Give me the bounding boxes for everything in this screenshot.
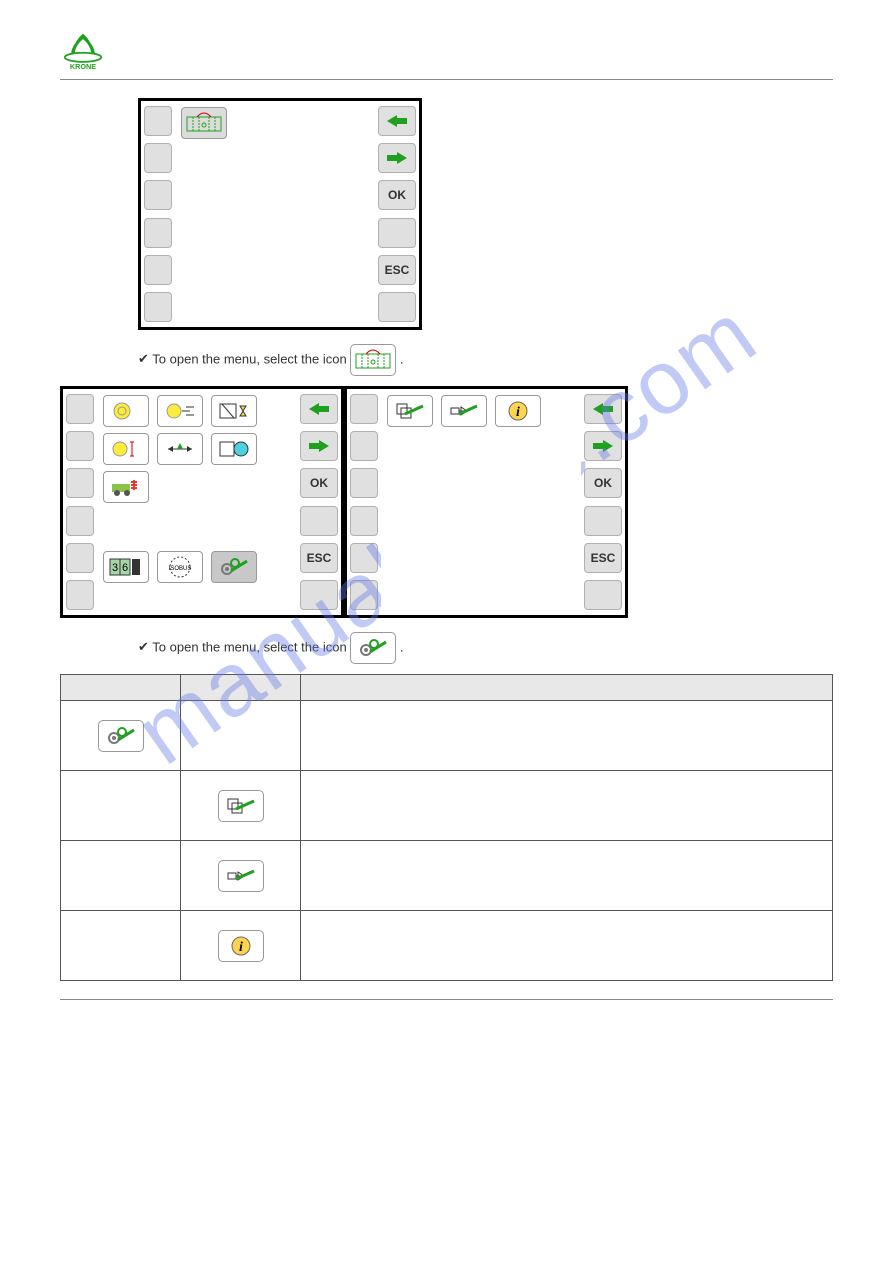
svg-text:6: 6 [122,562,128,574]
softkey-l5[interactable] [144,255,172,285]
softkey-right-arrow[interactable] [584,431,622,461]
softkey-r4[interactable] [300,506,338,536]
softkey-l5[interactable] [66,543,94,573]
bale-size-icon[interactable] [103,433,149,465]
footer-rule [60,999,833,1000]
softkey-l1[interactable] [66,394,94,424]
info-icon[interactable]: i [495,395,541,427]
svg-text:3: 3 [112,562,118,574]
bale-icon[interactable] [103,395,149,427]
softkey-l2[interactable] [66,431,94,461]
wrap-icon[interactable] [211,433,257,465]
softkey-l2[interactable] [350,431,378,461]
table-row [61,841,833,911]
terminal-screen-1: OK ESC [138,98,422,330]
softkey-l1[interactable] [144,106,172,136]
instruction-2: To open the menu, select the icon . [138,632,833,664]
softkey-l4[interactable] [144,218,172,248]
softkey-ok[interactable]: OK [300,468,338,498]
softkey-esc[interactable]: ESC [300,543,338,573]
softkey-ok[interactable]: OK [378,180,416,210]
softkey-l4[interactable] [66,506,94,536]
left-softkey-column [141,101,175,327]
softkey-left-arrow[interactable] [300,394,338,424]
softkey-r4[interactable] [378,218,416,248]
table-col-2 [181,675,301,701]
softkey-esc[interactable]: ESC [378,255,416,285]
softkey-left-arrow[interactable] [584,394,622,424]
softkey-l6[interactable] [66,580,94,610]
timer-icon[interactable] [211,395,257,427]
instruction-1: To open the menu, select the icon . [138,344,833,376]
svg-text:ISOBUS: ISOBUS [169,566,192,572]
actuator-test-icon [218,860,264,892]
softkey-r6[interactable] [584,580,622,610]
table-row [61,771,833,841]
softkey-ok[interactable]: OK [584,468,622,498]
softkey-esc[interactable]: ESC [584,543,622,573]
svg-text:KRONE: KRONE [70,62,96,70]
softkey-l2[interactable] [144,143,172,173]
table-header-row [61,675,833,701]
settings-gear-icon [98,720,144,752]
terminal-screen-2-right: i OK ESC [344,386,628,618]
table-row: i [61,911,833,981]
threading-twine-icon-inline [350,344,396,376]
softkey-l6[interactable] [144,292,172,322]
sensor-test-icon [218,790,264,822]
menu-table: i [60,674,833,981]
softkey-l3[interactable] [144,180,172,210]
settings-gear-icon[interactable] [211,551,257,583]
settings-gear-icon-inline [350,632,396,664]
sensor-test-icon[interactable] [387,395,433,427]
svg-text:i: i [239,940,243,955]
softkey-l1[interactable] [350,394,378,424]
softkey-r4[interactable] [584,506,622,536]
softkey-r6[interactable] [300,580,338,610]
actuator-test-icon[interactable] [441,395,487,427]
bale-tie-icon[interactable] [157,395,203,427]
table-col-1 [61,675,181,701]
table-col-3 [301,675,833,701]
softkey-l4[interactable] [350,506,378,536]
softkey-l3[interactable] [66,468,94,498]
table-row [61,701,833,771]
isobus-icon[interactable]: ISOBUS [157,551,203,583]
header-rule [60,79,833,80]
svg-text:i: i [516,405,520,420]
softkey-l6[interactable] [350,580,378,610]
softkey-right-arrow[interactable] [300,431,338,461]
counter-36-icon[interactable]: 36 [103,551,149,583]
softkey-right-arrow[interactable] [378,143,416,173]
softkey-left-arrow[interactable] [378,106,416,136]
brand-logo: KRONE [60,30,833,73]
info-icon: i [218,930,264,962]
right-softkey-column: OK ESC [375,101,419,327]
direction-icon[interactable] [157,433,203,465]
terminal-screen-2-left: 36 ISOBUS OK ESC [60,386,344,618]
baler-stop-icon[interactable] [103,471,149,503]
softkey-r6[interactable] [378,292,416,322]
softkey-l3[interactable] [350,468,378,498]
threading-twine-icon[interactable] [181,107,227,139]
softkey-l5[interactable] [350,543,378,573]
